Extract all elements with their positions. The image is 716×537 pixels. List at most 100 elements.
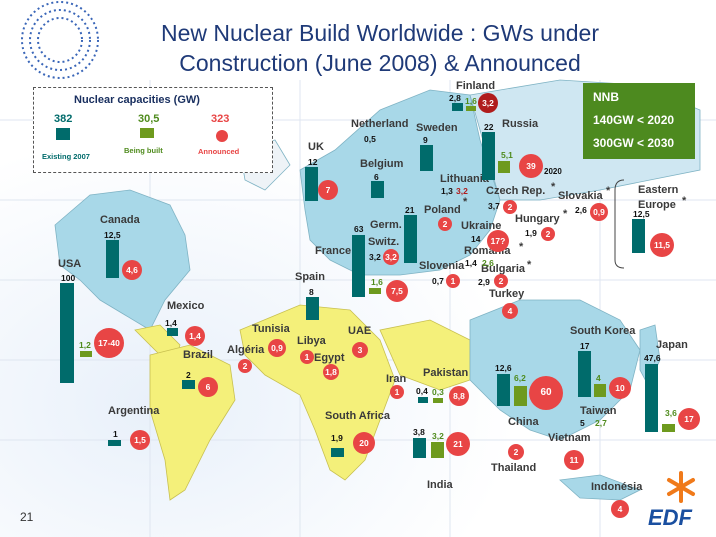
uk-existing-value: 12	[308, 157, 318, 167]
mexico-announced-circle: 1,4	[185, 326, 205, 346]
country-name-slovakia: Slovakia	[558, 190, 603, 202]
country-name-turkey: Turkey	[489, 288, 525, 300]
edf-logo-icon	[667, 471, 695, 503]
slovenia-announced-circle: 1	[446, 274, 460, 288]
brazil-announced-circle: 6	[198, 377, 218, 397]
country-name-uk: UK	[308, 141, 324, 153]
south-korea-building-value: 4	[596, 373, 601, 383]
germany-existing-value: 21	[405, 205, 415, 215]
nnb-line-2: 300GW < 2030	[593, 136, 675, 150]
south-korea-announced-circle: 10	[609, 377, 631, 399]
russia-building-bar	[498, 161, 510, 173]
indonesia-announced-circle: 4	[611, 500, 629, 518]
country-name-slovenia: Slovenia	[419, 260, 465, 272]
country-name-thailand: Thailand	[491, 462, 537, 474]
mexico-existing-bar	[167, 328, 178, 336]
finland-existing-bar	[452, 103, 463, 111]
country-name-uae: UAE	[348, 325, 372, 337]
legend-box: Nuclear capacities (GW) 382 Existing 200…	[33, 87, 273, 173]
legend-existing-swatch	[56, 128, 70, 140]
russia-existing-value: 22	[484, 122, 494, 132]
france-building-bar	[369, 288, 381, 294]
belgium-existing-value: 6	[374, 172, 379, 182]
india-existing-value: 3,8	[413, 427, 425, 437]
poland-announced-circle: 2	[438, 217, 452, 231]
page-title-line-2: Construction (June 2008) & Announced	[179, 50, 581, 76]
slovakia-announced-circle: 0,9	[590, 203, 608, 221]
legend-existing-label: Existing 2007	[42, 152, 90, 161]
argentina-existing-value: 1	[113, 429, 118, 439]
country-name-france: France	[315, 245, 352, 257]
india-announced-circle: 21	[446, 432, 470, 456]
country-name-hungary: Hungary	[515, 213, 560, 225]
lithuania-announced-value: 3,2	[456, 186, 468, 196]
country-name-china: China	[508, 416, 539, 428]
asterisk-poland: *	[463, 196, 468, 208]
asterisk-bulgaria: *	[527, 259, 532, 271]
country-name-mexico: Mexico	[167, 300, 205, 312]
country-name-russia: Russia	[502, 118, 539, 130]
france-announced-circle: 7,5	[386, 280, 408, 302]
south-korea-building-bar	[594, 384, 606, 397]
romania-existing-value: 1,4	[465, 258, 477, 268]
taiwan-building-value: 2,7	[595, 418, 607, 428]
country-name-finland: Finland	[456, 80, 496, 92]
mexico-existing-value: 1,4	[165, 318, 177, 328]
asia-shape	[469, 299, 641, 441]
country-name-south-africa: South Africa	[325, 410, 390, 422]
sweden-existing-bar	[420, 145, 433, 171]
edf-logo-text: EDF	[648, 505, 692, 530]
country-name-poland: Poland	[424, 204, 461, 216]
japan-existing-value: 47,6	[644, 353, 661, 363]
page-title-line-1: New Nuclear Build Worldwide : GWs under	[160, 20, 599, 46]
south-africa-existing-bar	[331, 448, 344, 457]
india-building-bar	[431, 442, 444, 458]
russia-announced-circle: 39	[519, 154, 543, 178]
sweden-existing-value: 9	[423, 135, 428, 145]
eastern-europe-existing-value: 12,5	[633, 209, 650, 219]
country-name-japan: Japan	[656, 339, 688, 351]
finland-announced-circle: 3,2	[478, 93, 498, 113]
usa-existing-value: 100	[61, 273, 76, 283]
hungary-announced-circle: 2	[541, 227, 555, 241]
lithuania-existing-value: 1,3	[441, 186, 453, 196]
brazil-existing-value: 2	[186, 370, 191, 380]
legend-building-label: Being built	[124, 146, 163, 155]
uae-announced-circle: 3	[352, 342, 368, 358]
nnb-title: NNB	[593, 90, 619, 104]
tunisia-announced-circle: 0,9	[268, 339, 286, 357]
usa-existing-bar	[60, 283, 74, 383]
legend-announced-value: 323	[211, 113, 230, 125]
libya-announced-circle: 1	[300, 350, 314, 364]
belgium-existing-bar	[371, 181, 384, 198]
china-existing-value: 12,6	[495, 363, 512, 373]
france-existing-bar	[352, 235, 365, 297]
iran-announced-circle: 1	[390, 385, 404, 399]
china-building-bar	[514, 386, 527, 406]
spain-existing-value: 8	[309, 287, 314, 297]
taiwan-existing-value: 5	[580, 418, 585, 428]
asterisk-hungary: *	[563, 208, 568, 220]
country-name-vietnam: Vietnam	[548, 432, 591, 444]
asterisk-slovakia: *	[606, 185, 611, 197]
country-name-switzerland: Switz.	[368, 236, 400, 248]
romania-building-value: 2,6	[482, 258, 494, 268]
argentina-announced-circle: 1,5	[130, 430, 150, 450]
japan-building-bar	[662, 424, 675, 432]
india-existing-bar	[413, 438, 426, 458]
page-number: 21	[20, 510, 34, 524]
legend-title: Nuclear capacities (GW)	[74, 94, 200, 106]
south-korea-existing-bar	[578, 351, 591, 397]
pakistan-announced-circle: 8,8	[449, 386, 469, 406]
country-name-brazil: Brazil	[183, 349, 213, 361]
bulgaria-existing-value: 2,9	[478, 277, 490, 287]
russia-note: 2020	[544, 167, 562, 176]
vietnam-announced-circle: 11	[564, 450, 584, 470]
country-name-belgium: Belgium	[360, 158, 404, 170]
usa-building-bar	[80, 351, 92, 357]
japan-building-value: 3,6	[665, 408, 677, 418]
country-name-south-korea: South Korea	[570, 325, 636, 337]
bulgaria-announced-circle: 2	[494, 274, 508, 288]
uk-existing-bar	[305, 167, 318, 201]
asterisk-romania: *	[519, 241, 524, 253]
